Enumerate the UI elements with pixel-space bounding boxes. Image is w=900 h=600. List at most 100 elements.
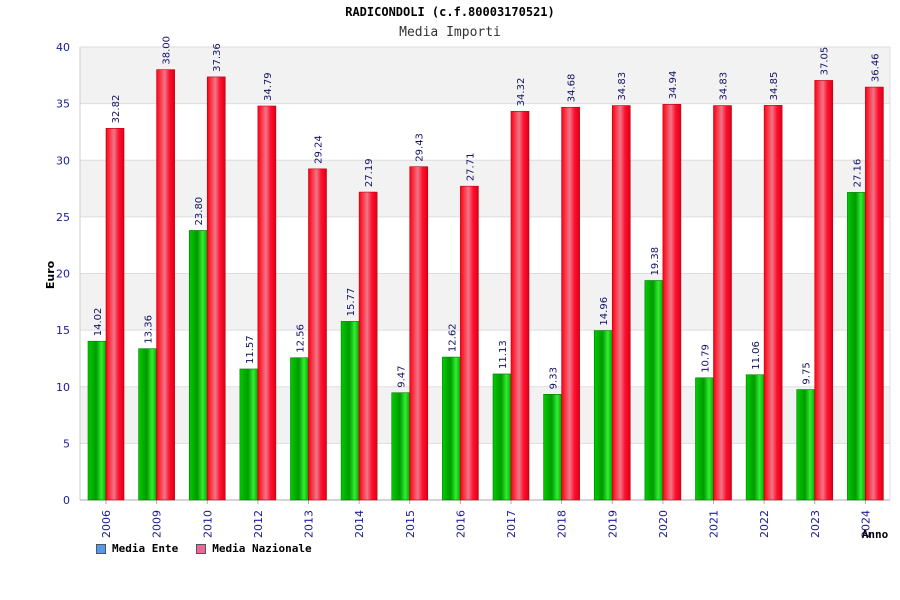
data-label-media-ente: 23.80 [194, 197, 205, 226]
data-label-media-nazionale: 34.79 [263, 72, 274, 101]
data-label-media-nazionale: 34.85 [769, 72, 780, 101]
data-label-media-nazionale: 34.83 [719, 72, 730, 101]
chart-title: RADICONDOLI (c.f.80003170521) [345, 5, 555, 19]
x-tick-label: 2017 [505, 510, 518, 538]
bar-media-ente [87, 340, 107, 501]
bar-media-nazionale [460, 185, 479, 501]
bar-media-nazionale [358, 191, 378, 501]
chart-subtitle: Media Importi [399, 25, 501, 40]
y-tick-label: 35 [56, 98, 70, 111]
data-label-media-ente: 14.02 [93, 308, 104, 337]
data-label-media-nazionale: 27.19 [364, 158, 375, 187]
data-label-media-nazionale: 34.68 [567, 74, 578, 103]
bar-media-ente [391, 392, 411, 501]
x-tick-label: 2019 [606, 510, 619, 538]
data-label-media-ente: 10.79 [701, 344, 712, 373]
data-label-media-ente: 12.62 [447, 323, 458, 352]
bar-media-nazionale [713, 105, 732, 501]
x-tick-label: 2022 [758, 510, 771, 538]
data-label-media-nazionale: 29.24 [314, 135, 325, 164]
bar-media-ente [340, 321, 360, 501]
y-tick-label: 20 [56, 268, 70, 281]
bar-media-ente [593, 330, 613, 501]
x-tick-label: 2018 [556, 510, 569, 538]
data-label-media-nazionale: 36.46 [870, 53, 881, 82]
bar-media-nazionale [814, 80, 834, 501]
bar-media-nazionale [105, 128, 125, 501]
x-tick-label: 2020 [657, 510, 670, 538]
x-tick-label: 2023 [809, 510, 822, 538]
bar-media-ente [796, 389, 816, 501]
data-label-media-ente: 13.36 [144, 315, 155, 344]
legend-item-media-nazionale: Media Nazionale [196, 542, 312, 555]
legend-item-media-ente: Media Ente [96, 542, 178, 555]
bar-media-ente [847, 192, 866, 501]
y-tick-label: 15 [56, 324, 70, 337]
data-label-media-ente: 11.13 [498, 340, 509, 369]
bar-media-nazionale [409, 166, 429, 501]
legend-label-media-ente: Media Ente [112, 542, 179, 555]
data-label-media-nazionale: 34.32 [516, 78, 527, 107]
x-tick-label: 2010 [201, 510, 214, 538]
y-axis-label: Euro [44, 260, 57, 289]
bar-media-ente [492, 373, 512, 501]
data-label-media-ente: 27.16 [852, 159, 863, 188]
data-label-media-ente: 9.33 [549, 367, 560, 389]
x-tick-label: 2016 [454, 510, 467, 538]
bar-media-nazionale [763, 105, 783, 501]
legend-label-media-nazionale: Media Nazionale [212, 542, 312, 555]
bar-media-nazionale [561, 106, 580, 501]
x-tick-label: 2021 [708, 510, 721, 538]
data-label-media-nazionale: 32.82 [111, 95, 122, 124]
y-tick-label: 10 [56, 381, 70, 394]
x-tick-label: 2015 [404, 510, 417, 538]
bar-media-nazionale [662, 104, 682, 501]
data-label-media-ente: 11.57 [245, 335, 256, 364]
data-label-media-nazionale: 29.43 [415, 133, 426, 162]
bar-media-ente [644, 280, 664, 501]
bar-media-ente [442, 356, 461, 501]
bar-media-nazionale [156, 69, 175, 501]
data-label-media-nazionale: 38.00 [162, 36, 173, 65]
bar-media-ente [745, 374, 765, 501]
y-tick-label: 30 [56, 154, 70, 167]
bar-media-ente [543, 394, 562, 501]
data-label-media-ente: 9.47 [397, 365, 408, 387]
bar-media-nazionale [308, 168, 327, 501]
bar-media-ente [290, 357, 309, 501]
x-tick-label: 2006 [100, 510, 113, 538]
legend-swatch-media-ente [96, 543, 106, 554]
x-axis-label: Anno [862, 528, 889, 541]
data-label-media-nazionale: 37.05 [820, 47, 831, 76]
data-label-media-ente: 11.06 [751, 341, 762, 370]
y-tick-label: 0 [63, 494, 70, 507]
data-label-media-ente: 12.56 [296, 324, 307, 353]
y-tick-label: 25 [56, 211, 70, 224]
bar-media-ente [138, 348, 157, 501]
bar-media-nazionale [257, 105, 277, 501]
y-tick-label: 5 [63, 437, 70, 450]
bar-media-ente [695, 377, 714, 501]
x-tick-label: 2009 [151, 510, 164, 538]
data-label-media-ente: 15.77 [346, 288, 357, 317]
x-tick-label: 2012 [252, 510, 265, 538]
chart-legend: Media Ente Media Nazionale [96, 542, 312, 555]
data-label-media-ente: 9.75 [802, 362, 813, 384]
data-label-media-nazionale: 37.36 [212, 43, 223, 72]
x-tick-label: 2024 [859, 510, 872, 538]
data-label-media-nazionale: 34.94 [668, 71, 679, 100]
bar-media-nazionale [510, 111, 530, 501]
data-label-media-nazionale: 27.71 [465, 153, 476, 182]
x-tick-label: 2014 [353, 510, 366, 538]
y-tick-label: 40 [56, 41, 70, 54]
bar-media-ente [239, 368, 259, 501]
bar-media-ente [188, 230, 208, 501]
data-label-media-nazionale: 34.83 [617, 72, 628, 101]
data-label-media-ente: 19.38 [650, 247, 661, 276]
bar-media-nazionale [611, 105, 631, 501]
bar-media-nazionale [206, 76, 226, 501]
legend-swatch-media-nazionale [196, 543, 207, 554]
bar-media-nazionale [865, 86, 884, 501]
